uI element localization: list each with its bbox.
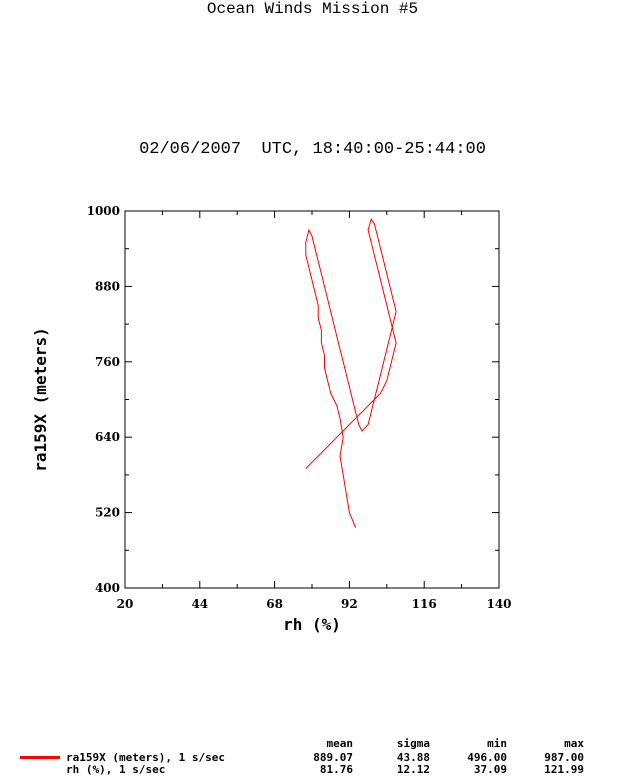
y-tick-label: 520 (95, 506, 120, 520)
x-tick-label: 44 (191, 597, 208, 611)
stats-rh-sigma: 12.12 (396, 763, 430, 776)
legend-line-ra159x (20, 756, 60, 759)
stats-ra159x-sigma: 43.88 (396, 751, 430, 764)
plot-frame (124, 210, 500, 589)
y-axis-label: ra159X (meters) (31, 327, 50, 472)
y-tick-label: 880 (95, 279, 120, 293)
x-tick-label: 92 (341, 597, 358, 611)
y-tick-label: 640 (95, 430, 120, 444)
y-tick-label: 400 (95, 581, 120, 595)
stats-rh-min: 37.09 (473, 763, 507, 776)
series-line-0 (305, 218, 397, 528)
stats-header-max: max (564, 737, 584, 750)
stats-header-min: min (487, 737, 507, 750)
legend-label-ra159x: ra159X (meters), 1 s/sec (66, 751, 225, 764)
stats-rh-max: 121.99 (544, 763, 584, 776)
stats-ra159x-max: 987.00 (544, 751, 584, 764)
stats-rh-mean: 81.76 (319, 763, 353, 776)
chart-svg: 20 44 68 92 116 140 400 520 640 760 880 1000 rh (%) r… (31, 204, 512, 634)
chart-title: Ocean Winds Mission #5 (206, 0, 419, 18)
stats-ra159x-min: 496.00 (467, 751, 507, 764)
x-tick-label: 140 (486, 597, 511, 611)
stats-ra159x-mean: 889.07 (313, 751, 353, 764)
x-axis-label: rh (%) (283, 615, 341, 634)
x-tick-label: 20 (117, 597, 134, 611)
stats-header-mean: mean (326, 737, 354, 750)
x-tick-label: 116 (412, 597, 437, 611)
stats-header-sigma: sigma (396, 737, 430, 750)
legend-label-rh: rh (%), 1 s/sec (66, 763, 166, 776)
x-tick-label: 68 (266, 597, 283, 611)
y-tick-label: 1000 (87, 204, 120, 218)
chart-subtitle: 02/06/2007 UTC, 18:40:00-25:44:00 (139, 140, 486, 159)
y-tick-label: 760 (95, 355, 120, 369)
